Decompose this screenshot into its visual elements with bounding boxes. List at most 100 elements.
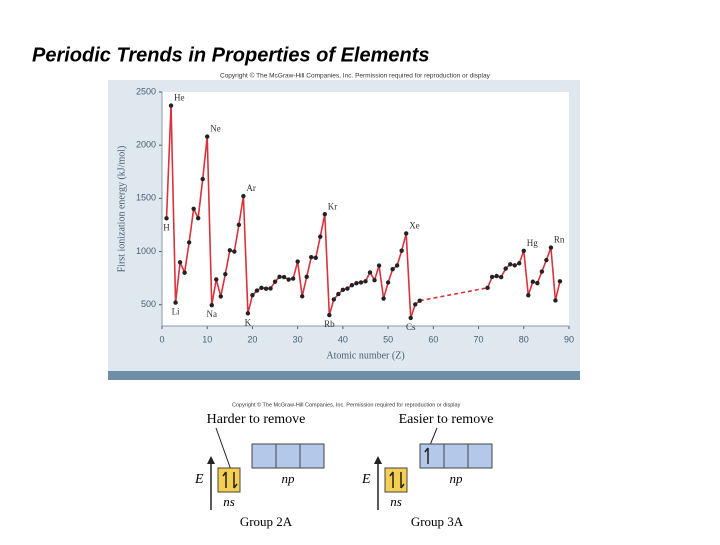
point bbox=[246, 311, 250, 315]
point bbox=[268, 286, 272, 290]
point bbox=[522, 249, 526, 253]
point bbox=[418, 298, 422, 302]
x-tick-label: 10 bbox=[202, 334, 212, 344]
point bbox=[345, 286, 349, 290]
point bbox=[368, 270, 372, 274]
point bbox=[318, 234, 322, 238]
x-tick-label: 0 bbox=[159, 334, 164, 344]
pointer bbox=[216, 428, 231, 470]
point bbox=[413, 302, 417, 306]
point bbox=[273, 279, 277, 283]
point bbox=[210, 303, 214, 307]
point bbox=[513, 263, 517, 267]
point bbox=[187, 240, 191, 244]
point bbox=[553, 298, 557, 302]
panel-band bbox=[108, 371, 580, 380]
point bbox=[409, 316, 413, 320]
copyright: Copyright © The McGraw-Hill Companies, I… bbox=[232, 401, 461, 408]
point bbox=[526, 293, 530, 297]
point bbox=[228, 248, 232, 252]
point bbox=[178, 260, 182, 264]
point bbox=[350, 283, 354, 287]
ns-label: ns bbox=[223, 494, 235, 509]
point bbox=[332, 297, 336, 301]
point-label: Hg bbox=[527, 238, 538, 248]
point bbox=[381, 296, 385, 300]
np-box bbox=[300, 444, 324, 468]
point bbox=[377, 263, 381, 267]
point bbox=[164, 216, 168, 220]
point-label: Kr bbox=[328, 201, 338, 211]
point bbox=[286, 277, 290, 281]
point bbox=[354, 281, 358, 285]
point bbox=[295, 259, 299, 263]
point bbox=[182, 271, 186, 275]
point bbox=[544, 258, 548, 262]
point-label: Na bbox=[206, 309, 217, 319]
point bbox=[386, 280, 390, 284]
point bbox=[277, 275, 281, 279]
caption: Easier to remove bbox=[399, 412, 494, 427]
point-label: K bbox=[245, 317, 252, 327]
point-label: H bbox=[163, 222, 170, 232]
y-tick-label: 2500 bbox=[136, 86, 156, 96]
point bbox=[214, 277, 218, 281]
point bbox=[558, 279, 562, 283]
point bbox=[223, 272, 227, 276]
slide-title: Periodic Trends in Properties of Element… bbox=[32, 44, 430, 66]
point-label: Ne bbox=[210, 124, 221, 134]
arrowhead bbox=[374, 456, 382, 464]
point bbox=[191, 207, 195, 211]
np-box bbox=[252, 444, 276, 468]
y-tick-label: 2000 bbox=[136, 140, 156, 150]
plot-area bbox=[162, 92, 569, 326]
copyright: Copyright © The McGraw-Hill Companies, I… bbox=[220, 72, 491, 80]
x-tick-label: 60 bbox=[428, 334, 438, 344]
energy-label: E bbox=[194, 472, 204, 487]
point bbox=[309, 255, 313, 259]
point bbox=[327, 313, 331, 317]
ns-label: ns bbox=[390, 494, 402, 509]
point bbox=[264, 286, 268, 290]
x-axis-label: Atomic number (Z) bbox=[326, 350, 404, 361]
group-label: Group 3A bbox=[411, 514, 464, 529]
x-tick-label: 30 bbox=[293, 334, 303, 344]
point bbox=[241, 194, 245, 198]
y-tick-label: 500 bbox=[141, 299, 156, 309]
point-label: Rb bbox=[324, 319, 335, 329]
x-tick-label: 80 bbox=[519, 334, 529, 344]
x-tick-label: 40 bbox=[338, 334, 348, 344]
x-tick-label: 50 bbox=[383, 334, 393, 344]
point-label: Xe bbox=[409, 221, 420, 231]
point bbox=[341, 288, 345, 292]
x-tick-label: 20 bbox=[247, 334, 257, 344]
point bbox=[259, 286, 263, 290]
point bbox=[499, 275, 503, 279]
ns-box bbox=[218, 468, 240, 492]
point bbox=[363, 279, 367, 283]
caption: Harder to remove bbox=[207, 412, 306, 427]
point bbox=[404, 231, 408, 235]
y-tick-label: 1000 bbox=[136, 246, 156, 256]
point bbox=[250, 293, 254, 297]
np-box bbox=[276, 444, 300, 468]
point bbox=[535, 281, 539, 285]
point bbox=[359, 280, 363, 284]
x-tick-label: 70 bbox=[474, 334, 484, 344]
point bbox=[323, 212, 327, 216]
point bbox=[494, 274, 498, 278]
point bbox=[503, 266, 507, 270]
x-tick-label: 90 bbox=[564, 334, 574, 344]
point bbox=[255, 288, 259, 292]
energy-label: E bbox=[361, 472, 371, 487]
y-tick-label: 1500 bbox=[136, 193, 156, 203]
point bbox=[399, 248, 403, 252]
point-label: He bbox=[174, 93, 185, 103]
point-label: Li bbox=[172, 307, 180, 317]
ns-box bbox=[385, 468, 407, 492]
point-label: Rn bbox=[554, 235, 565, 245]
point bbox=[219, 294, 223, 298]
chart: 500 1000 1500 2000 2500 0 10 20 30 40 50 60 70 80 90 At… bbox=[116, 86, 574, 361]
np-box bbox=[468, 444, 492, 468]
arrowhead bbox=[207, 456, 215, 464]
